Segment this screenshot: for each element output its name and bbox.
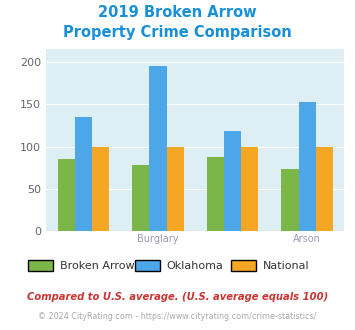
Bar xyxy=(207,157,224,231)
Bar xyxy=(132,165,149,231)
Bar xyxy=(149,66,166,231)
Bar xyxy=(282,169,299,231)
Text: Broken Arrow: Broken Arrow xyxy=(60,261,135,271)
Bar xyxy=(166,147,184,231)
Text: Compared to U.S. average. (U.S. average equals 100): Compared to U.S. average. (U.S. average … xyxy=(27,292,328,302)
Bar xyxy=(58,159,75,231)
Bar xyxy=(241,147,258,231)
Text: Oklahoma: Oklahoma xyxy=(167,261,224,271)
Bar xyxy=(75,117,92,231)
Text: National: National xyxy=(263,261,309,271)
Text: © 2024 CityRating.com - https://www.cityrating.com/crime-statistics/: © 2024 CityRating.com - https://www.city… xyxy=(38,312,317,321)
Text: 2019 Broken Arrow: 2019 Broken Arrow xyxy=(98,5,257,20)
Text: Property Crime Comparison: Property Crime Comparison xyxy=(63,25,292,40)
Bar xyxy=(224,131,241,231)
Bar xyxy=(92,147,109,231)
Bar xyxy=(316,147,333,231)
Bar xyxy=(299,102,316,231)
